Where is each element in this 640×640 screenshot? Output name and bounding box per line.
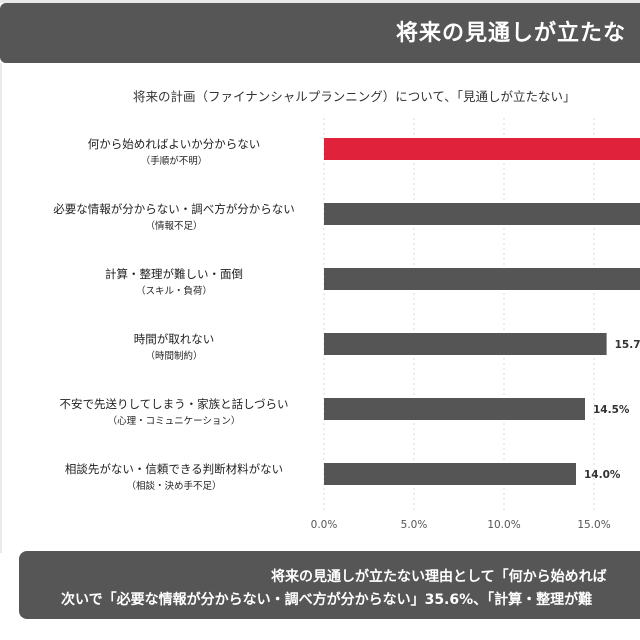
category-label: 相談先がない・信頼できる判断材料がない xyxy=(65,462,283,476)
category-sublabel: （時間制約） xyxy=(145,350,202,362)
page-title: 将来の見通しが立たな xyxy=(396,21,627,46)
x-tick-label: 0.0% xyxy=(311,519,338,531)
value-label: 14.5% xyxy=(593,404,630,416)
top-rule xyxy=(0,0,640,3)
bar xyxy=(324,398,585,420)
category-label: 不安で先送りしてしまう・家族と話しづらい xyxy=(60,397,289,411)
bar xyxy=(324,333,607,355)
x-tick-label: 5.0% xyxy=(401,519,428,531)
value-label: 15.7 xyxy=(615,339,640,351)
left-border xyxy=(0,63,2,553)
category-sublabel: （手順が不明） xyxy=(141,155,208,167)
x-tick-label: 15.0% xyxy=(577,519,610,531)
bar xyxy=(324,138,640,160)
summary-line-2: 次いで「必要な情報が分からない・調べ方が分からない」35.6%、「計算・整理が難 xyxy=(61,592,593,608)
category-sublabel: （スキル・負荷） xyxy=(136,285,212,297)
category-label: 計算・整理が難しい・面倒 xyxy=(105,267,243,281)
category-sublabel: （心理・コミュニケーション） xyxy=(108,415,241,427)
header-banner: 将来の見通しが立たな xyxy=(0,3,640,63)
chart-subtitle: 将来の計画（ファイナンシャルプランニング）について、「見通しが立たない」 xyxy=(133,89,576,104)
summary-banner: 将来の見通しが立たない理由として「何から始めれば 次いで「必要な情報が分からない… xyxy=(19,551,640,619)
value-label: 14.0% xyxy=(584,469,621,481)
category-label: 何から始めればよいか分からない xyxy=(88,137,261,151)
category-sublabel: （相談・決め手不足） xyxy=(126,480,221,492)
bar xyxy=(324,463,576,485)
summary-line-1: 将来の見通しが立たない理由として「何から始めれば xyxy=(271,569,607,585)
x-tick-label: 10.0% xyxy=(487,519,520,531)
bar xyxy=(324,268,640,290)
category-sublabel: （情報不足） xyxy=(145,220,202,232)
category-label: 時間が取れない xyxy=(134,332,215,346)
category-label: 必要な情報が分からない・調べ方が分からない xyxy=(53,202,295,216)
bar xyxy=(324,203,640,225)
